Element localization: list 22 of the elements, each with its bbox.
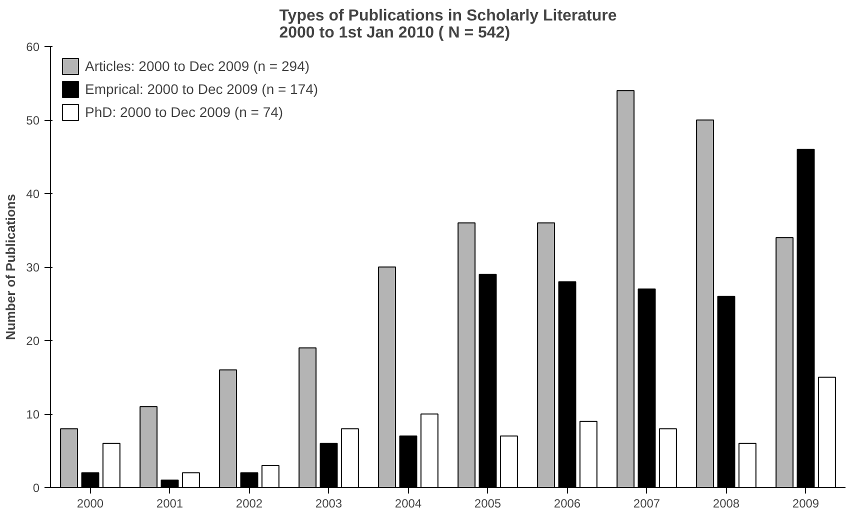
x-tick-label: 2003	[315, 496, 342, 510]
x-tick-label: 2009	[792, 496, 820, 510]
y-tick-label: 50	[26, 114, 40, 128]
x-tick-label: 2005	[474, 496, 502, 510]
x-tick-label: 2001	[156, 496, 184, 510]
y-tick-label: 10	[26, 408, 40, 422]
x-tick-label: 2006	[554, 496, 581, 510]
y-tick-label: 20	[26, 334, 40, 348]
y-tick-label: 40	[26, 187, 40, 201]
x-tick-label: 2002	[236, 496, 263, 510]
legend-label: Articles: 2000 to Dec 2009 (n = 294)	[85, 58, 310, 74]
x-tick-label: 2007	[633, 496, 660, 510]
y-tick-label: 60	[26, 40, 40, 54]
x-tick-label: 2000	[76, 496, 104, 510]
legend-label: Emprical: 2000 to Dec 2009 (n = 174)	[85, 81, 318, 97]
legend-label: PhD: 2000 to Dec 2009 (n = 74)	[85, 104, 284, 120]
y-tick-label: 0	[32, 481, 40, 495]
chart-title: Types of Publications in Scholarly Literature 2000 to 1st Jan 2010 ( N = 542)	[279, 8, 617, 42]
x-tick-label: 2008	[712, 496, 740, 510]
y-tick-label: 30	[26, 260, 40, 274]
x-tick-label: 2004	[394, 496, 422, 510]
y-axis-title: Number of Publications	[3, 194, 18, 340]
